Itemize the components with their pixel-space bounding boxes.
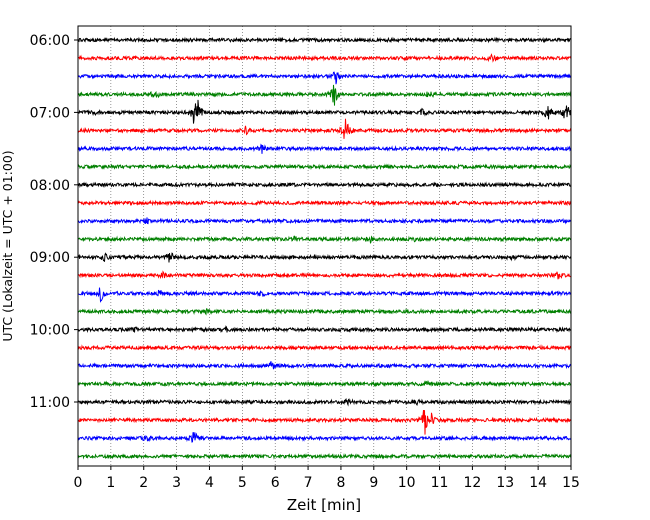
y-tick-label: 09:00 bbox=[30, 250, 70, 266]
x-axis-label: Zeit [min] bbox=[287, 496, 361, 514]
vertical-grid bbox=[110, 26, 539, 466]
trace-0645 bbox=[77, 84, 572, 106]
trace-0900 bbox=[78, 252, 572, 263]
trace-0700 bbox=[77, 99, 571, 124]
y-tick-label: 08:00 bbox=[30, 178, 70, 194]
trace-1000 bbox=[77, 325, 571, 334]
x-tick-label: 2 bbox=[139, 475, 148, 491]
x-tick-label: 8 bbox=[336, 475, 345, 491]
trace-0930 bbox=[77, 287, 572, 303]
x-tick-label: 11 bbox=[431, 475, 449, 491]
x-tick-label: 14 bbox=[529, 475, 547, 491]
plot-frame bbox=[77, 25, 572, 467]
trace-0630 bbox=[77, 71, 572, 85]
x-tick-label: 3 bbox=[172, 475, 181, 491]
y-tick-label: 06:00 bbox=[30, 33, 70, 49]
x-tick-label: 5 bbox=[238, 475, 247, 491]
trace-1115 bbox=[77, 409, 572, 435]
trace-0600 bbox=[77, 36, 572, 44]
y-tick-label: 07:00 bbox=[30, 105, 70, 121]
trace-0730 bbox=[77, 143, 572, 154]
x-axis-ticks: 0 1 2 3 4 5 6 7 8 9 10 11 12 13 14 15 bbox=[74, 466, 580, 491]
x-tick-label: 15 bbox=[562, 475, 580, 491]
x-tick-label: 9 bbox=[369, 475, 378, 491]
trace-0915 bbox=[77, 270, 572, 280]
trace-0945 bbox=[77, 307, 572, 316]
x-tick-label: 12 bbox=[463, 475, 481, 491]
x-tick-label: 10 bbox=[398, 475, 416, 491]
trace-1045 bbox=[77, 380, 572, 388]
x-tick-label: 13 bbox=[496, 475, 514, 491]
trace-0815 bbox=[77, 199, 572, 207]
trace-0615 bbox=[77, 53, 572, 63]
x-tick-label: 1 bbox=[106, 475, 115, 491]
trace-1015 bbox=[77, 344, 572, 352]
x-tick-label: 0 bbox=[74, 475, 83, 491]
y-tick-label: 11:00 bbox=[30, 395, 70, 411]
trace-0745 bbox=[77, 163, 572, 171]
trace-1030 bbox=[77, 361, 572, 370]
y-axis-label: UTC (Lokalzeit = UTC + 01:00) bbox=[0, 150, 15, 341]
trace-1130 bbox=[77, 432, 572, 443]
seismic-traces bbox=[77, 36, 572, 460]
trace-0845 bbox=[77, 235, 572, 245]
x-tick-label: 4 bbox=[205, 475, 214, 491]
trace-1100 bbox=[77, 398, 572, 407]
trace-1145 bbox=[77, 452, 572, 460]
trace-0800 bbox=[77, 181, 572, 189]
y-axis-ticks: 06:00 07:00 08:00 09:00 10:00 11:00 bbox=[30, 33, 78, 411]
x-tick-label: 6 bbox=[271, 475, 280, 491]
y-tick-label: 10:00 bbox=[30, 323, 70, 339]
x-tick-label: 7 bbox=[304, 475, 313, 491]
trace-0830 bbox=[77, 217, 572, 225]
trace-0715 bbox=[77, 118, 572, 139]
